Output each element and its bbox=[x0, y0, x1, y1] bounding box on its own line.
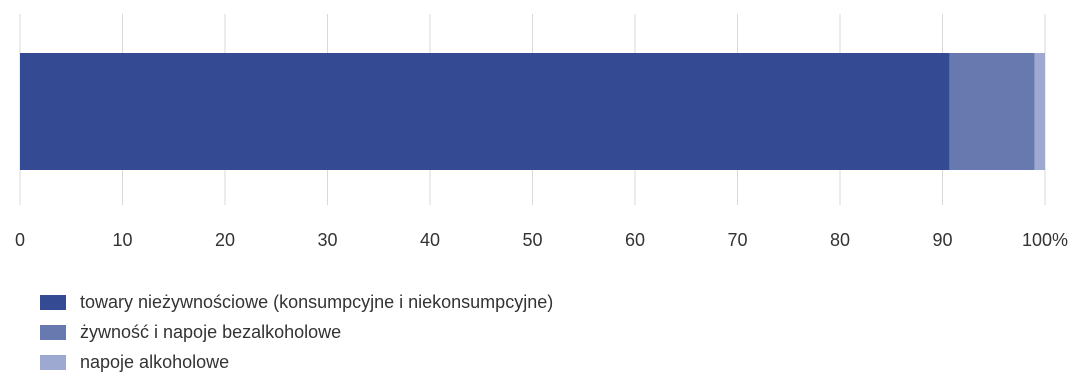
bar-segment bbox=[949, 53, 1035, 170]
legend-label: napoje alkoholowe bbox=[80, 351, 230, 372]
legend-swatch bbox=[40, 324, 66, 340]
bar-segment bbox=[20, 53, 950, 170]
x-tick-label: 20 bbox=[215, 230, 235, 250]
x-tick-label: 70 bbox=[727, 230, 747, 250]
x-tick-label: 80 bbox=[830, 230, 850, 250]
x-tick-label: 0 bbox=[15, 230, 25, 250]
bar-segment bbox=[1034, 53, 1045, 170]
x-axis-tick-labels: 0 10 20 30 40 50 60 70 80 90 100% bbox=[15, 230, 1068, 250]
legend-item: towary nieżywnościowe (konsumpcyjne i ni… bbox=[40, 287, 553, 317]
legend-item: napoje alkoholowe bbox=[40, 347, 553, 377]
x-tick-label: 90 bbox=[932, 230, 952, 250]
chart: 0 10 20 30 40 50 60 70 80 90 100% bbox=[15, 14, 1068, 250]
legend-swatch bbox=[40, 354, 66, 370]
x-tick-label: 50 bbox=[522, 230, 542, 250]
x-tick-label: 10 bbox=[112, 230, 132, 250]
x-tick-label: 30 bbox=[317, 230, 337, 250]
legend-item: żywność i napoje bezalkoholowe bbox=[40, 317, 553, 347]
x-tick-label: 60 bbox=[625, 230, 645, 250]
legend: towary nieżywnościowe (konsumpcyjne i ni… bbox=[40, 287, 553, 377]
legend-swatch bbox=[40, 294, 66, 310]
x-tick-label: 40 bbox=[420, 230, 440, 250]
legend-label: towary nieżywnościowe (konsumpcyjne i ni… bbox=[80, 291, 554, 312]
stacked-bar bbox=[20, 53, 1045, 170]
legend-label: żywność i napoje bezalkoholowe bbox=[80, 321, 342, 342]
x-tick-label: 100% bbox=[1022, 230, 1068, 250]
